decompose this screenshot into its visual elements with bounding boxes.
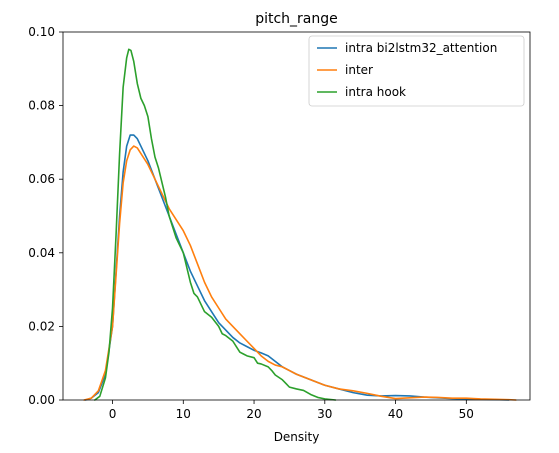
y-tick-label: 0.10 — [28, 25, 55, 39]
y-tick-label: 0.06 — [28, 172, 55, 186]
x-tick-label: 10 — [176, 407, 191, 421]
series-lines — [83, 48, 517, 401]
x-tick-label: 20 — [246, 407, 261, 421]
legend-label: intra bi2lstm32_attention — [345, 41, 497, 55]
x-tick-label: 50 — [459, 407, 474, 421]
chart-title: pitch_range — [255, 11, 338, 27]
plot-frame — [62, 31, 531, 401]
x-tick-label: 30 — [317, 407, 332, 421]
series-line-1 — [84, 134, 510, 401]
y-tick-label: 0.00 — [28, 393, 55, 407]
legend-box — [308, 35, 525, 107]
y-axis-ticks: 0.00 0.02 0.04 0.06 0.08 0.10 — [28, 25, 63, 407]
x-axis-ticks: 0 10 20 30 40 50 — [109, 400, 474, 421]
y-tick-label: 0.08 — [28, 99, 55, 113]
x-tick-label: 0 — [109, 407, 117, 421]
legend-label: intra hook — [345, 85, 406, 99]
x-tick-label: 40 — [388, 407, 403, 421]
series-line-2 — [83, 145, 517, 401]
legend-label: inter — [345, 63, 373, 77]
x-axis-label: Density — [274, 430, 320, 444]
series-line-3 — [94, 48, 337, 401]
y-tick-label: 0.02 — [28, 319, 55, 333]
y-tick-label: 0.04 — [28, 246, 55, 260]
